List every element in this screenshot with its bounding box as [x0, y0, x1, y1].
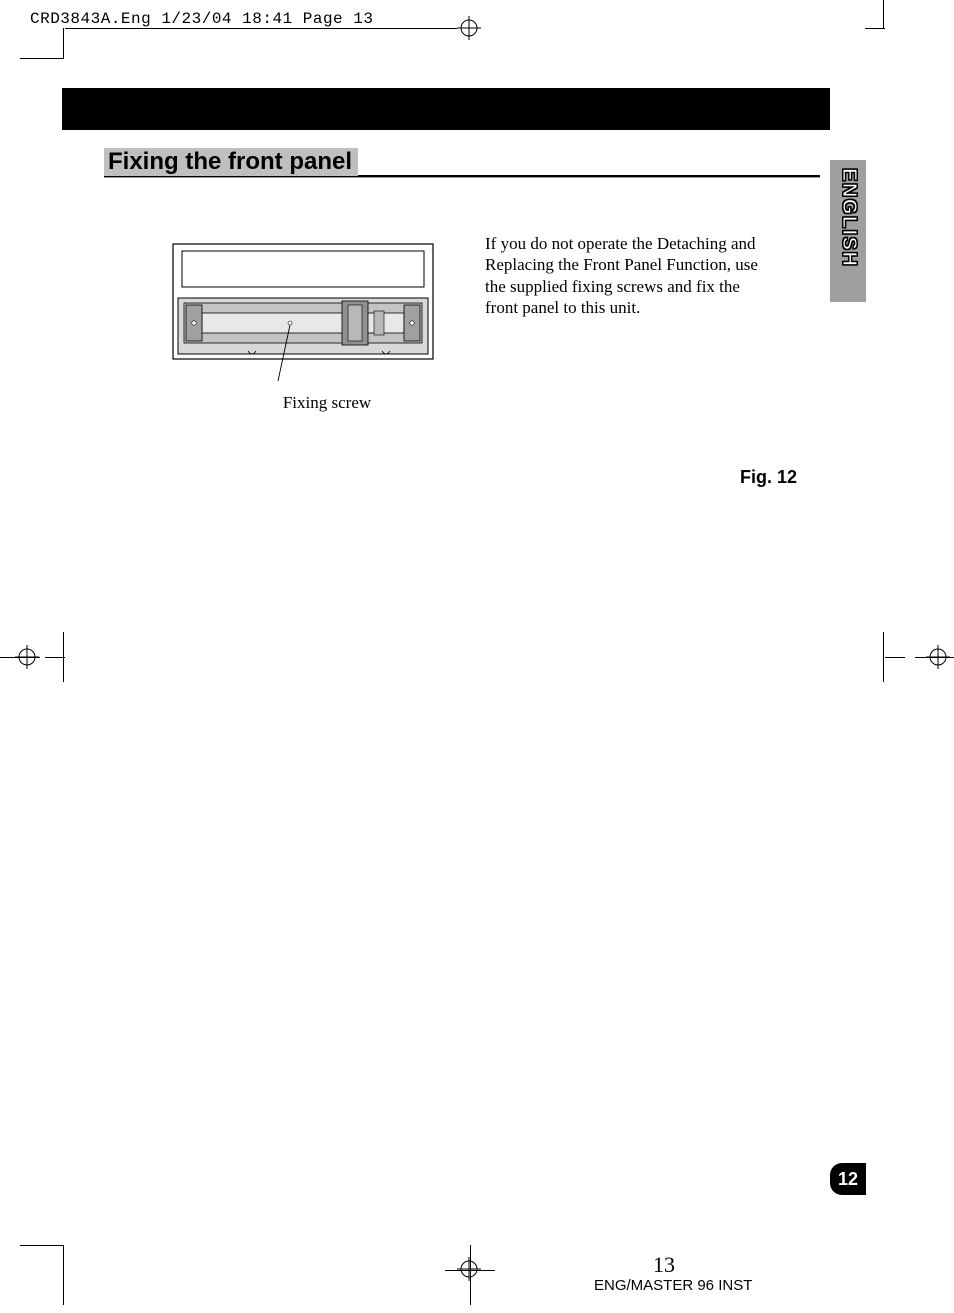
page-number-tab: 12 [830, 1163, 866, 1195]
language-tab-label: ENGLISH [837, 168, 860, 267]
figure: Fixing screw [172, 243, 452, 413]
crop-line [63, 1245, 64, 1305]
crop-line [65, 28, 457, 29]
crop-line [63, 632, 64, 682]
footer-page-number: 13 [653, 1252, 675, 1278]
registration-mark-icon [457, 16, 481, 40]
crop-line [20, 1245, 64, 1246]
figure-label: Fig. 12 [740, 467, 797, 488]
registration-mark-icon [457, 1257, 481, 1281]
crop-line [445, 1270, 495, 1271]
crop-tick [20, 58, 64, 59]
crop-line [865, 28, 885, 29]
crop-line [883, 0, 884, 28]
crop-tick [63, 28, 64, 58]
crop-line [883, 632, 884, 682]
body-paragraph: If you do not operate the Detaching and … [485, 233, 765, 318]
footer-doc-id: ENG/MASTER 96 INST [594, 1277, 752, 1294]
figure-caption: Fixing screw [202, 393, 452, 413]
crop-line [915, 657, 954, 658]
header-black-bar [62, 88, 830, 130]
language-tab: ENGLISH [830, 160, 866, 302]
section-heading: Fixing the front panel [104, 148, 358, 176]
crop-line [470, 1245, 471, 1305]
print-slug-line: CRD3843A.Eng 1/23/04 18:41 Page 13 [30, 10, 373, 28]
front-panel-diagram [172, 243, 434, 383]
crop-line [45, 657, 65, 658]
crop-line [0, 657, 40, 658]
crop-line [885, 657, 905, 658]
section-heading-block: Fixing the front panel [104, 148, 824, 178]
